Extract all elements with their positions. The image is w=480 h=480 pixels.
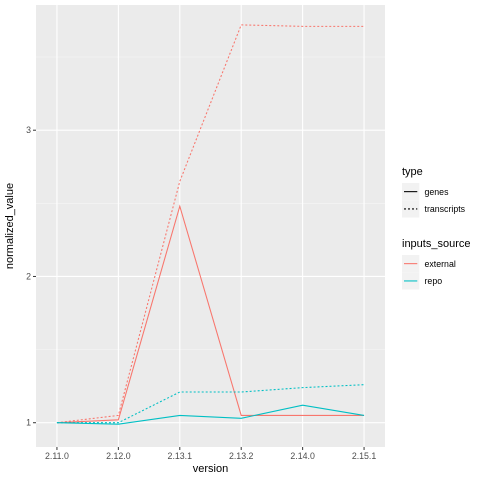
x-tick-label: 2.13.2 xyxy=(229,451,254,461)
grid xyxy=(36,5,385,447)
plot-panel xyxy=(36,5,385,447)
series-lines xyxy=(56,24,365,425)
series-line-repo-transcripts xyxy=(56,384,365,424)
legend-key xyxy=(402,200,420,218)
x-tick-label: 2.14.0 xyxy=(290,451,315,461)
legend-label: transcripts xyxy=(425,204,466,214)
legend-label: repo xyxy=(425,276,443,286)
y-tick-label: 1 xyxy=(26,418,31,428)
legend-title: type xyxy=(402,166,423,178)
y-tick-label: 2 xyxy=(26,271,31,281)
x-tick-label: 2.13.1 xyxy=(168,451,193,461)
legend-title: inputs_source xyxy=(402,238,471,250)
y-tick-label: 3 xyxy=(26,125,31,135)
y-axis-title: normalized_value xyxy=(4,183,16,269)
legend-label: genes xyxy=(425,187,450,197)
legend-label: external xyxy=(425,259,456,269)
x-tick-label: 2.11.0 xyxy=(45,451,69,461)
x-axis-title: version xyxy=(193,463,228,475)
series-line-repo-genes xyxy=(56,404,365,425)
series-line-external-genes xyxy=(56,204,365,424)
x-tick-label: 2.15.1 xyxy=(352,451,377,461)
x-tick-label: 2.12.0 xyxy=(106,451,131,461)
axes: 1 2 3 2.11.0 2.12.0 2.13.1 2.13.2 2.14.0 2.15.1 xyxy=(26,125,376,461)
